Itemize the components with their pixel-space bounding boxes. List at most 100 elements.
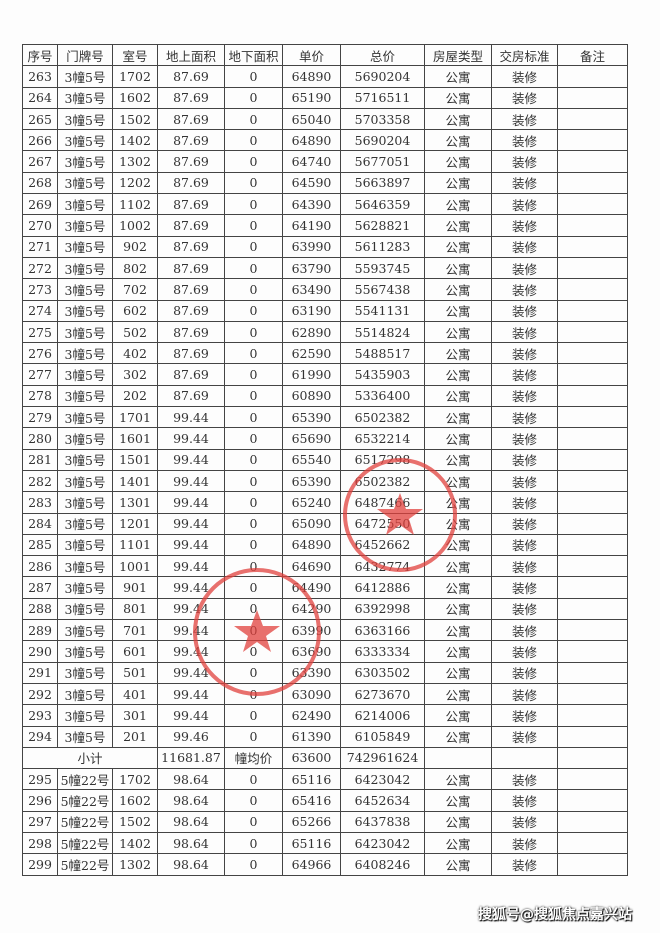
table-cell: 装修 [491, 214, 558, 237]
table-cell: 0 [224, 406, 283, 429]
table-cell: 5幢22号 [57, 853, 113, 876]
table-cell: 65116 [282, 768, 341, 791]
column-header: 序号 [22, 43, 58, 67]
table-cell: 61390 [282, 725, 341, 748]
table-cell [557, 682, 628, 706]
table-cell: 0 [224, 256, 283, 280]
table-cell: 65090 [282, 512, 341, 535]
table-cell: 6423042 [340, 768, 425, 791]
table-cell: 98.64 [157, 831, 225, 855]
table-cell: 3幢5号 [57, 619, 113, 642]
table-cell: 87.69 [157, 65, 225, 88]
table-row: 270 3幢5号 1002 87.69 0 64190 5628821 公寓 装修 [22, 214, 628, 237]
table-cell: 公寓 [424, 789, 492, 812]
table-cell: 201 [112, 725, 158, 748]
table-cell: 装修 [491, 810, 558, 833]
table-cell: 装修 [491, 512, 558, 535]
table-cell: 装修 [491, 704, 558, 727]
table-cell: 0 [224, 65, 283, 88]
table-cell [557, 320, 628, 344]
table-cell [557, 619, 628, 642]
table-cell: 3幢5号 [57, 555, 113, 578]
table-cell [557, 704, 628, 727]
table-cell: 276 [22, 342, 58, 365]
table-cell: 285 [22, 533, 58, 557]
table-cell: 0 [224, 576, 283, 599]
table-cell: 1201 [112, 512, 158, 535]
table-cell [557, 278, 628, 301]
price-table: 序号 门牌号 室号 地上面积 地下面积 单价 总价 房屋类型 交房标准 备注 263 3幢5号 170… [22, 43, 628, 876]
table-cell: 1401 [112, 469, 158, 493]
table-cell: 6502382 [340, 406, 425, 429]
table-cell [424, 746, 492, 770]
table-cell: 266 [22, 129, 58, 152]
table-cell [557, 384, 628, 408]
table-cell: 3幢5号 [57, 661, 113, 684]
table-cell: 装修 [491, 576, 558, 599]
table-cell: 5703358 [340, 107, 425, 131]
table-row: 299 5幢22号 1302 98.64 0 64966 6408246 公寓 装修 [22, 853, 628, 876]
table-cell: 6432774 [340, 555, 425, 578]
table-cell: 3幢5号 [57, 427, 113, 450]
table-cell: 装修 [491, 597, 558, 621]
table-cell: 装修 [491, 320, 558, 344]
column-header: 地下面积 [224, 43, 283, 67]
table-cell: 99.44 [157, 406, 225, 429]
table-cell: 装修 [491, 682, 558, 706]
table-cell: 0 [224, 193, 283, 216]
table-cell: 0 [224, 363, 283, 386]
subtotal-avg-price: 63600 [282, 746, 341, 770]
table-cell: 65390 [282, 406, 341, 429]
table-cell: 299 [22, 853, 58, 876]
table-cell: 装修 [491, 853, 558, 876]
table-cell: 1001 [112, 555, 158, 578]
table-cell: 64690 [282, 555, 341, 578]
column-header: 门牌号 [57, 43, 113, 67]
table-row: 291 3幢5号 501 99.44 0 63390 6303502 公寓 装修 [22, 661, 628, 684]
table-cell: 3幢5号 [57, 320, 113, 344]
table-row: 278 3幢5号 202 87.69 0 60890 5336400 公寓 装修 [22, 384, 628, 408]
table-cell: 64590 [282, 171, 341, 195]
table-cell: 5幢22号 [57, 810, 113, 833]
table-cell: 63190 [282, 299, 341, 322]
table-cell: 5628821 [340, 214, 425, 237]
table-cell: 1101 [112, 533, 158, 557]
table-cell: 装修 [491, 768, 558, 791]
table-cell: 公寓 [424, 491, 492, 514]
table-cell: 公寓 [424, 768, 492, 791]
table-cell: 1002 [112, 214, 158, 237]
column-header: 室号 [112, 43, 158, 67]
table-cell: 290 [22, 640, 58, 663]
table-cell: 87.69 [157, 320, 225, 344]
table-cell: 3幢5号 [57, 235, 113, 258]
table-cell: 0 [224, 278, 283, 301]
table-cell: 98.64 [157, 768, 225, 791]
table-cell: 64890 [282, 129, 341, 152]
table-cell: 0 [224, 469, 283, 493]
table-row: 272 3幢5号 802 87.69 0 63790 5593745 公寓 装修 [22, 256, 628, 280]
table-cell: 63690 [282, 640, 341, 663]
table-cell [491, 746, 558, 770]
table-cell: 1702 [112, 768, 158, 791]
table-cell: 公寓 [424, 278, 492, 301]
table-cell: 公寓 [424, 555, 492, 578]
table-cell: 3幢5号 [57, 533, 113, 557]
table-cell: 702 [112, 278, 158, 301]
table-cell: 5488517 [340, 342, 425, 365]
table-cell: 0 [224, 427, 283, 450]
table-cell: 装修 [491, 129, 558, 152]
table-cell: 装修 [491, 555, 558, 578]
table-cell [557, 597, 628, 621]
table-cell: 3幢5号 [57, 363, 113, 386]
table-cell: 1701 [112, 406, 158, 429]
table-cell: 0 [224, 235, 283, 258]
table-cell: 65416 [282, 789, 341, 812]
table-cell: 98.64 [157, 789, 225, 812]
table-cell: 0 [224, 320, 283, 344]
table-cell: 901 [112, 576, 158, 599]
table-cell: 公寓 [424, 853, 492, 876]
table-cell: 0 [224, 704, 283, 727]
table-cell: 0 [224, 853, 283, 876]
table-cell: 286 [22, 555, 58, 578]
table-cell [557, 831, 628, 855]
